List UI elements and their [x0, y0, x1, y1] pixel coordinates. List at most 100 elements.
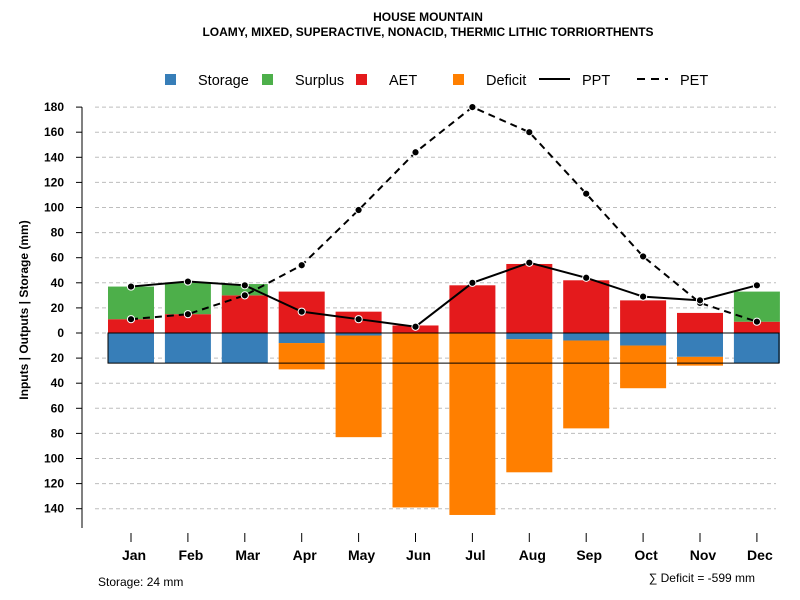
y-tick-label: 20	[51, 351, 65, 365]
pet-point	[240, 291, 249, 300]
y-tick-label: 0	[57, 326, 64, 340]
storage-bar	[563, 333, 610, 341]
legend-label: Deficit	[486, 73, 526, 89]
x-tick-label: Feb	[178, 547, 203, 563]
y-tick-label: 20	[51, 301, 65, 315]
ppt-point	[468, 278, 477, 287]
y-tick-label: 140	[44, 150, 64, 164]
y-tick-label: 120	[44, 477, 64, 491]
legend-label: PPT	[582, 73, 610, 89]
y-tick-label: 100	[44, 201, 64, 215]
y-tick-label: 60	[51, 401, 65, 415]
ppt-point	[240, 281, 249, 290]
y-tick-label: 40	[51, 376, 65, 390]
aet-bar	[677, 312, 723, 333]
legend-label: Storage	[198, 73, 249, 89]
storage-bar	[677, 333, 723, 357]
chart-title: HOUSE MOUNTAIN	[373, 10, 483, 24]
surplus-bar	[221, 284, 268, 296]
ppt-line	[130, 261, 758, 328]
storage-note: Storage: 24 mm	[98, 575, 183, 589]
x-tick-label: Oct	[634, 547, 658, 563]
legend-label: PET	[680, 73, 708, 89]
y-tick-label: 60	[51, 251, 65, 265]
deficit-note: ∑ Deficit = -599 mm	[649, 571, 755, 585]
pet-line	[130, 105, 758, 323]
aet-bar	[164, 314, 211, 333]
x-tick-label: May	[348, 547, 375, 563]
ppt-point	[126, 282, 136, 291]
pet-point	[354, 205, 363, 215]
legend-swatch	[262, 74, 273, 85]
x-tick-label: Sep	[576, 547, 602, 563]
legend-swatch	[356, 74, 367, 85]
x-tick-label: Dec	[747, 547, 773, 563]
ppt-point	[354, 315, 363, 324]
deficit-bar	[506, 339, 553, 473]
pet-point	[639, 252, 648, 261]
storage-bar	[164, 333, 211, 364]
deficit-bar	[620, 345, 667, 389]
pet-point	[411, 148, 420, 157]
legend-label: AET	[389, 73, 417, 89]
x-tick-label: Jan	[122, 547, 146, 563]
aet-bar	[563, 280, 610, 333]
aet-bar	[221, 295, 268, 333]
storage-bar	[221, 333, 268, 364]
pet-point	[126, 315, 136, 324]
deficit-bar	[278, 343, 325, 370]
y-tick-label: 80	[51, 426, 65, 440]
x-tick-label: Apr	[293, 547, 318, 563]
deficit-bar	[563, 340, 610, 429]
aet-bar	[620, 300, 667, 333]
deficit-bar	[677, 356, 723, 366]
pet-point	[297, 261, 306, 270]
y-tick-label: 160	[44, 125, 64, 139]
x-tick-label: Nov	[690, 547, 717, 563]
legend-swatch	[453, 74, 464, 85]
storage-bar	[506, 333, 553, 340]
aet-bar	[108, 319, 154, 333]
pet-point	[468, 103, 477, 112]
x-tick-label: Mar	[235, 547, 260, 563]
deficit-bar	[392, 333, 439, 508]
axes: 180 160 140 120 100 80 60 40 20 0 20 40 60 80 100 120 14…	[44, 100, 773, 563]
y-tick-label: 100	[44, 452, 64, 466]
aet-bar	[733, 321, 780, 333]
storage-capacity-box	[107, 332, 780, 364]
legend: Storage Surplus AET Deficit PPT PET	[165, 73, 708, 89]
y-tick-label: 180	[44, 100, 64, 114]
y-tick-label: 140	[44, 502, 64, 516]
storage-bar	[108, 333, 154, 364]
y-tick-label: 120	[44, 175, 64, 189]
storage-bar	[620, 333, 667, 346]
ppt-point	[525, 258, 534, 267]
pet-point	[582, 189, 591, 198]
y-axis-label: Inputs | Outputs | Storage (mm)	[17, 220, 31, 399]
x-tick-label: Aug	[519, 547, 546, 563]
ppt-point	[752, 281, 762, 290]
pet-point	[183, 310, 192, 319]
surplus-bar	[108, 286, 154, 320]
ppt-point	[183, 277, 192, 286]
legend-swatch	[165, 74, 176, 85]
y-tick-label: 80	[51, 226, 65, 240]
ppt-point	[695, 296, 705, 305]
x-tick-label: Jun	[406, 547, 431, 563]
chart-subtitle: LOAMY, MIXED, SUPERACTIVE, NONACID, THER…	[202, 25, 653, 39]
y-tick-label: 40	[51, 276, 65, 290]
aet-bar	[506, 263, 553, 333]
deficit-bar	[449, 333, 496, 515]
ppt-point	[297, 307, 306, 316]
deficit-bar	[335, 335, 382, 438]
pet-point	[752, 317, 762, 326]
storage-bar	[733, 333, 780, 364]
series-lines	[126, 103, 762, 331]
ppt-point	[639, 292, 648, 301]
storage-bar	[335, 333, 382, 336]
legend-label: Surplus	[295, 73, 344, 89]
ppt-point	[582, 273, 591, 282]
ppt-point	[411, 322, 420, 331]
bars	[107, 263, 780, 515]
